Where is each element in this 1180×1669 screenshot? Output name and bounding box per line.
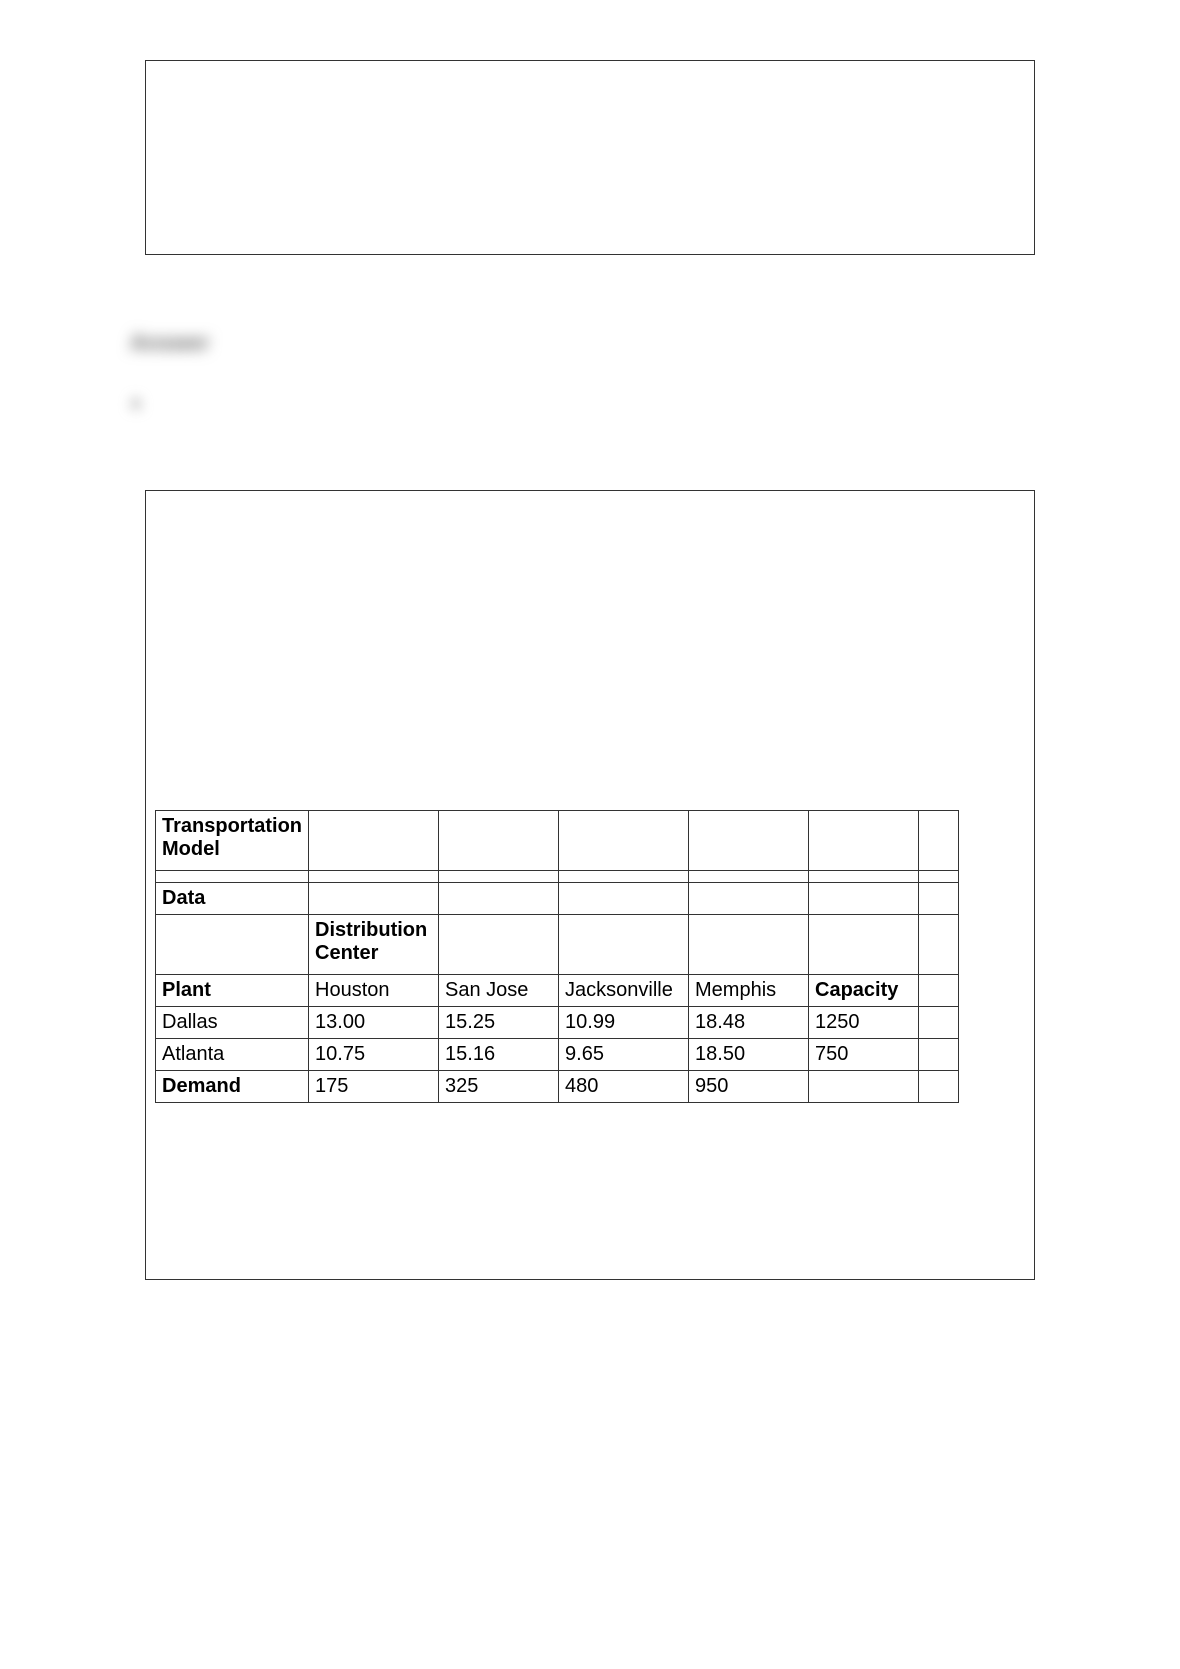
table-cell — [559, 883, 689, 915]
table-cell — [559, 811, 689, 871]
demand-cell: 480 — [559, 1071, 689, 1103]
table-cell — [919, 975, 959, 1007]
table-row: Atlanta 10.75 15.16 9.65 18.50 750 — [156, 1039, 959, 1071]
blurred-label-1: Answer — [130, 330, 209, 356]
center-header: San Jose — [439, 975, 559, 1007]
table-cell — [156, 915, 309, 975]
demand-label: Demand — [156, 1071, 309, 1103]
center-header: Jacksonville — [559, 975, 689, 1007]
table-cell — [439, 915, 559, 975]
cost-cell: 18.48 — [689, 1007, 809, 1039]
table-row: Demand 175 325 480 950 — [156, 1071, 959, 1103]
table-row: Plant Houston San Jose Jacksonville Memp… — [156, 975, 959, 1007]
table-title-cell: Transportation Model — [156, 811, 309, 871]
table-row: Distribution Center — [156, 915, 959, 975]
table-cell — [809, 883, 919, 915]
transportation-table: Transportation Model Data Distribution C… — [155, 810, 959, 1103]
table-cell — [919, 811, 959, 871]
table-cell — [919, 915, 959, 975]
capacity-cell: 750 — [809, 1039, 919, 1071]
table-cell — [309, 871, 439, 883]
cost-cell: 10.75 — [309, 1039, 439, 1071]
data-label-cell: Data — [156, 883, 309, 915]
table-cell — [919, 1039, 959, 1071]
table-cell — [809, 811, 919, 871]
cost-cell: 10.99 — [559, 1007, 689, 1039]
table-row: Transportation Model — [156, 811, 959, 871]
demand-cell: 325 — [439, 1071, 559, 1103]
table-cell — [809, 871, 919, 883]
top-empty-box — [145, 60, 1035, 255]
distribution-center-header: Distribution Center — [309, 915, 439, 975]
table-cell — [309, 811, 439, 871]
cost-cell: 9.65 — [559, 1039, 689, 1071]
table-cell — [919, 883, 959, 915]
cost-cell: 13.00 — [309, 1007, 439, 1039]
table-cell — [439, 883, 559, 915]
table-cell — [559, 915, 689, 975]
table-row: Dallas 13.00 15.25 10.99 18.48 1250 — [156, 1007, 959, 1039]
table-cell — [689, 915, 809, 975]
table-cell — [439, 871, 559, 883]
table-cell — [809, 915, 919, 975]
table-cell — [559, 871, 689, 883]
blurred-label-2: a — [130, 392, 141, 415]
table-cell — [809, 1071, 919, 1103]
demand-cell: 175 — [309, 1071, 439, 1103]
plant-header: Plant — [156, 975, 309, 1007]
table-cell — [689, 883, 809, 915]
table-cell — [919, 871, 959, 883]
table-cell — [439, 811, 559, 871]
table-cell — [919, 1071, 959, 1103]
demand-cell: 950 — [689, 1071, 809, 1103]
table-cell — [689, 871, 809, 883]
center-header: Memphis — [689, 975, 809, 1007]
cost-cell: 18.50 — [689, 1039, 809, 1071]
plant-name: Dallas — [156, 1007, 309, 1039]
cost-cell: 15.25 — [439, 1007, 559, 1039]
plant-name: Atlanta — [156, 1039, 309, 1071]
table-row — [156, 871, 959, 883]
table-cell — [309, 883, 439, 915]
table-row: Data — [156, 883, 959, 915]
capacity-cell: 1250 — [809, 1007, 919, 1039]
capacity-header: Capacity — [809, 975, 919, 1007]
table-cell — [919, 1007, 959, 1039]
center-header: Houston — [309, 975, 439, 1007]
table-cell — [689, 811, 809, 871]
cost-cell: 15.16 — [439, 1039, 559, 1071]
table-cell — [156, 871, 309, 883]
